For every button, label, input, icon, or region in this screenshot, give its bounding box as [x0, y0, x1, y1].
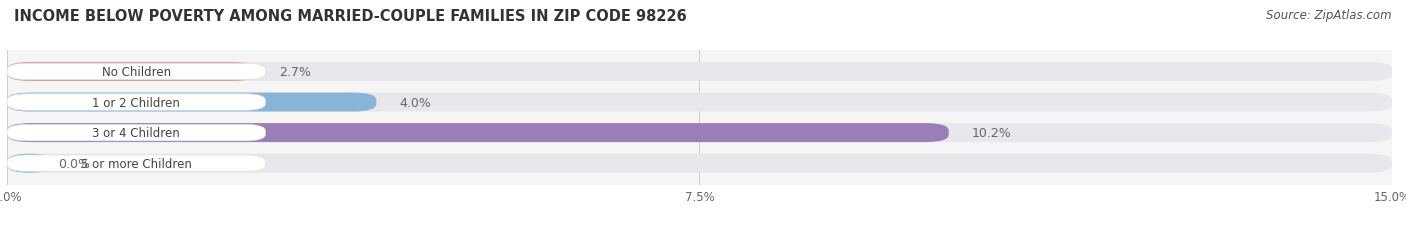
- Text: 4.0%: 4.0%: [399, 96, 432, 109]
- FancyBboxPatch shape: [7, 124, 1392, 143]
- FancyBboxPatch shape: [7, 93, 1392, 112]
- Text: 0.0%: 0.0%: [58, 157, 90, 170]
- Text: Source: ZipAtlas.com: Source: ZipAtlas.com: [1267, 9, 1392, 22]
- FancyBboxPatch shape: [7, 64, 266, 80]
- FancyBboxPatch shape: [7, 93, 377, 112]
- Text: 2.7%: 2.7%: [280, 66, 311, 79]
- Text: 5 or more Children: 5 or more Children: [82, 157, 191, 170]
- FancyBboxPatch shape: [7, 154, 1392, 173]
- FancyBboxPatch shape: [7, 63, 1392, 82]
- Text: 1 or 2 Children: 1 or 2 Children: [93, 96, 180, 109]
- FancyBboxPatch shape: [7, 125, 266, 141]
- FancyBboxPatch shape: [7, 154, 53, 173]
- Text: INCOME BELOW POVERTY AMONG MARRIED-COUPLE FAMILIES IN ZIP CODE 98226: INCOME BELOW POVERTY AMONG MARRIED-COUPL…: [14, 9, 686, 24]
- FancyBboxPatch shape: [7, 63, 256, 82]
- Text: No Children: No Children: [101, 66, 172, 79]
- Text: 10.2%: 10.2%: [972, 127, 1011, 140]
- FancyBboxPatch shape: [7, 94, 266, 111]
- Text: 3 or 4 Children: 3 or 4 Children: [93, 127, 180, 140]
- FancyBboxPatch shape: [7, 124, 949, 143]
- FancyBboxPatch shape: [7, 155, 266, 172]
